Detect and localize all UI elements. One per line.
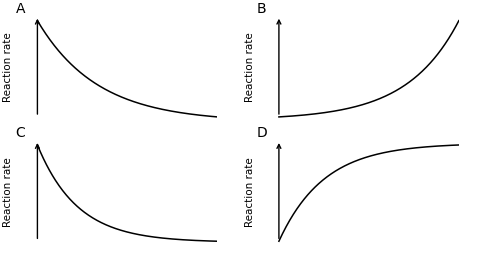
Text: Time: Time bbox=[113, 139, 138, 149]
Text: Time: Time bbox=[355, 139, 380, 149]
Text: C: C bbox=[15, 126, 25, 140]
Text: Reaction rate: Reaction rate bbox=[3, 32, 13, 102]
Text: B: B bbox=[257, 2, 267, 16]
Text: A: A bbox=[15, 2, 25, 16]
Text: Reaction rate: Reaction rate bbox=[244, 32, 255, 102]
Text: Reaction rate: Reaction rate bbox=[3, 157, 13, 227]
Text: D: D bbox=[257, 126, 268, 140]
Text: Reaction rate: Reaction rate bbox=[244, 157, 255, 227]
